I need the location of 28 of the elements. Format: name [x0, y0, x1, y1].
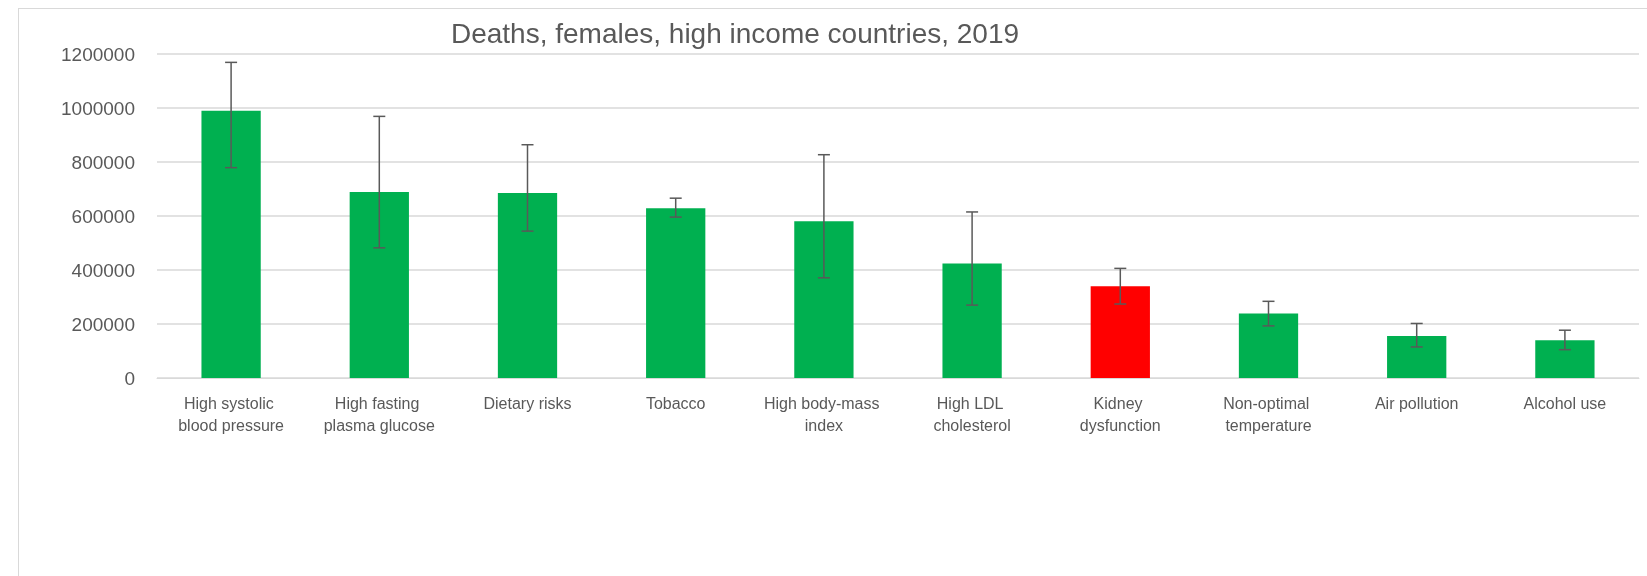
bar	[1090, 286, 1150, 378]
bar	[1535, 340, 1595, 378]
bar	[646, 208, 706, 378]
bar	[201, 110, 261, 378]
bar	[349, 191, 409, 378]
y-tick-label: 400000	[71, 259, 135, 281]
x-tick-label: High systolic blood pressure	[178, 394, 285, 434]
y-tick-label: 200000	[71, 313, 135, 335]
x-tick-label: Alcohol use	[1523, 394, 1607, 412]
bar	[1238, 313, 1299, 378]
x-tick-label: High body-mass index	[763, 394, 884, 434]
y-tick-label: 800000	[71, 151, 135, 173]
x-tick-label: High fasting plasma glucose	[323, 394, 435, 434]
x-tick-label: Tobacco	[645, 394, 706, 412]
bar	[1387, 335, 1447, 378]
x-tick-label: High LDL cholesterol	[933, 394, 1011, 434]
x-tick-label: Air pollution	[1374, 394, 1459, 412]
x-tick-label: Kidney dysfunction	[1079, 394, 1161, 434]
y-tick-label: 0	[124, 367, 135, 389]
bar	[794, 221, 854, 378]
chart-title: Deaths, females, high income countries, 2019	[450, 17, 1020, 49]
x-tick-label: Non-optimal temperature	[1223, 394, 1314, 434]
y-tick-label: 1000000	[61, 97, 135, 119]
y-tick-label: 1200000	[61, 43, 135, 65]
bar	[497, 193, 558, 378]
y-tick-label: 600000	[71, 205, 135, 227]
x-tick-label: Dietary risks	[483, 394, 572, 412]
bar	[942, 263, 1002, 378]
